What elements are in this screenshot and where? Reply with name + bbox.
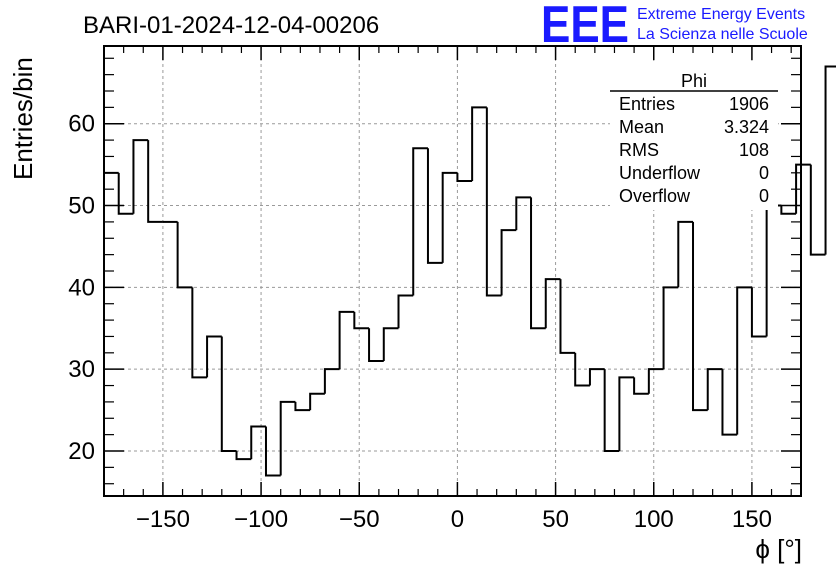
y-axis-title: Entries/bin [8, 57, 38, 180]
x-tick-label: 150 [732, 506, 772, 533]
stats-rms-label: RMS [619, 140, 659, 160]
histogram-bin [397, 294, 414, 329]
stats-underflow-label: Underflow [619, 163, 701, 183]
axes: −150 −100 −50 0 50 100 150 20 30 40 50 60 [68, 45, 802, 533]
histogram-bin [603, 369, 620, 452]
histogram-bin [323, 368, 340, 394]
histogram-bin [662, 286, 679, 370]
histogram-bin [309, 392, 325, 411]
histogram-bin [206, 335, 222, 378]
histogram-bin [353, 311, 370, 330]
stats-underflow-value: 0 [759, 163, 769, 183]
histogram-bin [809, 164, 826, 256]
histogram-bin [485, 107, 502, 297]
stats-rms-value: 108 [739, 140, 769, 160]
histogram-bin [692, 221, 708, 412]
histogram-bin [633, 377, 649, 395]
chart-title: BARI-01-2024-12-04-00206 [83, 12, 379, 39]
logo-line-2: La Scienza nelle Scuole [637, 26, 808, 43]
histogram-bin [574, 352, 590, 387]
x-tick-label: 0 [451, 506, 464, 533]
histogram-bin [780, 205, 797, 215]
stats-entries-value: 1906 [729, 94, 769, 114]
histogram-bin [235, 451, 252, 461]
histogram-bin [382, 327, 399, 361]
histogram-bin [544, 278, 561, 329]
histogram-bin [530, 197, 546, 330]
stats-box: Phi Entries 1906 Mean 3.324 RMS 108 Unde… [610, 62, 778, 210]
y-tick-label: 60 [68, 111, 95, 138]
histogram-bin [103, 171, 119, 496]
histogram-bin [250, 425, 266, 460]
histogram-bin [588, 368, 605, 386]
histogram-bin [117, 172, 134, 215]
histogram-bin [294, 401, 311, 412]
x-tick-label: 100 [634, 506, 674, 533]
x-tick-label: −50 [339, 506, 380, 533]
stats-mean-label: Mean [619, 117, 664, 137]
histogram-bin [750, 287, 767, 338]
histogram-bin [824, 65, 836, 255]
histogram-bin [559, 279, 576, 354]
y-tick-label: 50 [68, 193, 95, 220]
eee-logo: EEE Extreme Energy Events La Scienza nel… [541, 0, 808, 54]
stats-box-title: Phi [681, 71, 707, 91]
y-tick-label: 20 [68, 438, 95, 465]
histogram-bin [736, 286, 752, 435]
x-tick-label: 50 [542, 506, 569, 533]
histogram-bin [176, 221, 193, 289]
logo-line-1: Extreme Energy Events [637, 6, 805, 23]
histogram-bin [706, 368, 723, 411]
histogram-bin [220, 336, 237, 452]
histogram-bin [441, 171, 458, 263]
histogram-bin [500, 229, 517, 296]
histogram-bin [765, 204, 782, 337]
histogram-bin [147, 140, 163, 223]
histogram-bin [191, 287, 208, 379]
y-tick-label: 30 [68, 356, 95, 383]
histogram-bin [279, 400, 296, 476]
histogram-bin [647, 368, 664, 394]
stats-overflow-value: 0 [759, 186, 769, 206]
histogram-bin [368, 328, 384, 362]
stats-mean-value: 3.324 [724, 117, 769, 137]
histogram-bin [677, 220, 694, 288]
histogram-bin [426, 148, 443, 264]
x-tick-label: −100 [234, 506, 288, 533]
histogram-bin [412, 147, 428, 296]
histogram-bin [132, 139, 149, 214]
stats-entries-label: Entries [619, 94, 675, 114]
histogram-bin [618, 376, 635, 451]
y-tick-label: 40 [68, 274, 95, 301]
histogram-bin [721, 369, 738, 436]
histogram-bin [456, 172, 473, 182]
histogram-bin [338, 310, 355, 370]
histogram-bin [515, 196, 532, 231]
histogram-bin [795, 163, 811, 214]
stats-overflow-label: Overflow [619, 186, 691, 206]
histogram-bin [264, 426, 281, 477]
x-axis-title: ϕ [°] [755, 534, 802, 564]
x-tick-label: −150 [136, 506, 190, 533]
stats-box-background [610, 62, 778, 210]
histogram-bin [471, 106, 487, 181]
